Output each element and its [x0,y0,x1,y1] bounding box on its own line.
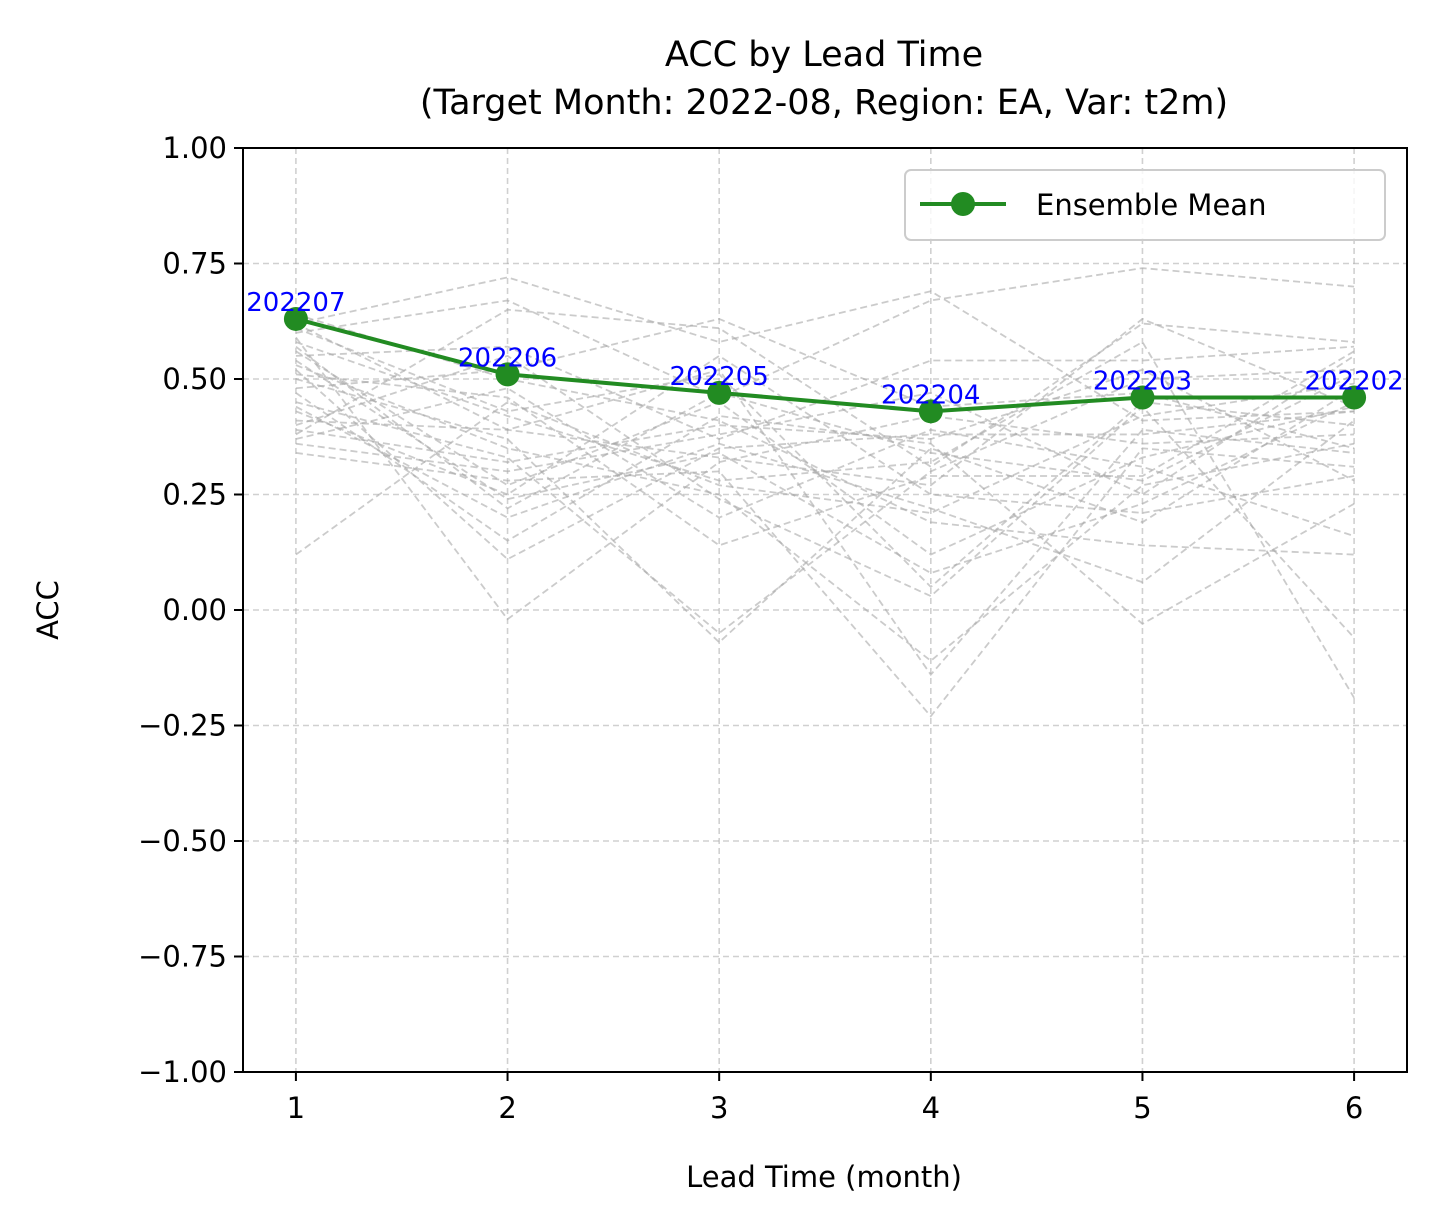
ensemble-mean-point-6 [1342,385,1367,410]
legend-label-ensemble-mean: Ensemble Mean [1036,188,1266,222]
member-series-line-8 [295,382,1355,556]
y-tick-label-9: −1.00 [138,1055,227,1089]
member-series-line-1 [295,276,1355,422]
member-series-line-28 [295,359,1355,575]
point-label-202207: 202207 [246,288,345,318]
ensemble-mean-point-2 [495,362,520,387]
y-tick-label-3: 0.50 [162,362,227,396]
point-label-202206: 202206 [458,343,557,373]
point-labels: 202207 202206 202205 202204 202203 202202 [246,288,1403,410]
y-tick-label-4: 0.25 [162,478,227,512]
member-series-line-24 [295,405,1355,584]
chart-title: ACC by Lead Time [665,35,983,75]
member-series-line-14 [295,336,1355,621]
member-series-line-21 [295,350,1355,556]
x-axis-label: Lead Time (month) [686,1160,962,1194]
member-series-line-2 [295,267,1355,399]
y-axis-label: ACC [31,580,65,640]
member-series-line-26 [295,350,1355,547]
y-tick-label-2: 0.75 [162,247,227,281]
member-series-line-15 [295,354,1355,514]
point-label-202203: 202203 [1093,366,1192,396]
member-series-lines [295,267,1355,718]
y-axis-ticks: 1.00 0.75 0.50 0.25 0.00 −0.25 −0.50 −0.75 −1.00 [138,131,243,1089]
ensemble-mean-point-4 [918,399,943,424]
member-series-line-20 [295,392,1355,625]
member-series-line-9 [295,355,1355,496]
member-series-line-25 [295,322,1355,677]
point-label-202204: 202204 [881,380,980,410]
ensemble-mean-series [283,306,1367,424]
x-tick-label-6: 6 [1345,1091,1363,1125]
member-series-line-3 [295,308,1355,468]
legend-marker-swatch [951,192,975,216]
member-series-line-19 [295,364,1355,662]
y-tick-label-1: 1.00 [162,131,227,165]
x-axis-ticks: 1 2 3 4 5 6 [287,1072,1363,1125]
point-label-202202: 202202 [1304,366,1403,396]
ensemble-mean-line [295,317,1355,414]
y-tick-label-7: −0.50 [138,824,227,858]
y-tick-label-6: −0.25 [138,709,227,743]
ensemble-mean-point-3 [707,380,732,405]
y-tick-label-8: −0.75 [138,940,227,974]
x-tick-label-5: 5 [1133,1091,1151,1125]
member-series-line-23 [295,340,1355,699]
x-tick-label-4: 4 [922,1091,940,1125]
ensemble-mean-point-1 [283,306,308,331]
member-series-line-22 [295,354,1355,639]
ensemble-mean-point-5 [1130,385,1155,410]
x-tick-label-1: 1 [287,1091,305,1125]
point-label-202205: 202205 [670,362,769,392]
legend-box [904,169,1386,241]
chart-subtitle: (Target Month: 2022-08, Region: EA, Var:… [420,83,1228,123]
x-tick-label-3: 3 [710,1091,728,1125]
legend: Ensemble Mean [904,169,1386,241]
member-series-line-27 [295,368,1355,482]
y-tick-label-5: 0.00 [162,593,227,627]
x-tick-label-2: 2 [498,1091,516,1125]
member-series-line-11 [295,368,1355,635]
member-series-line-4 [295,345,1355,441]
member-series-line-10 [295,369,1355,561]
